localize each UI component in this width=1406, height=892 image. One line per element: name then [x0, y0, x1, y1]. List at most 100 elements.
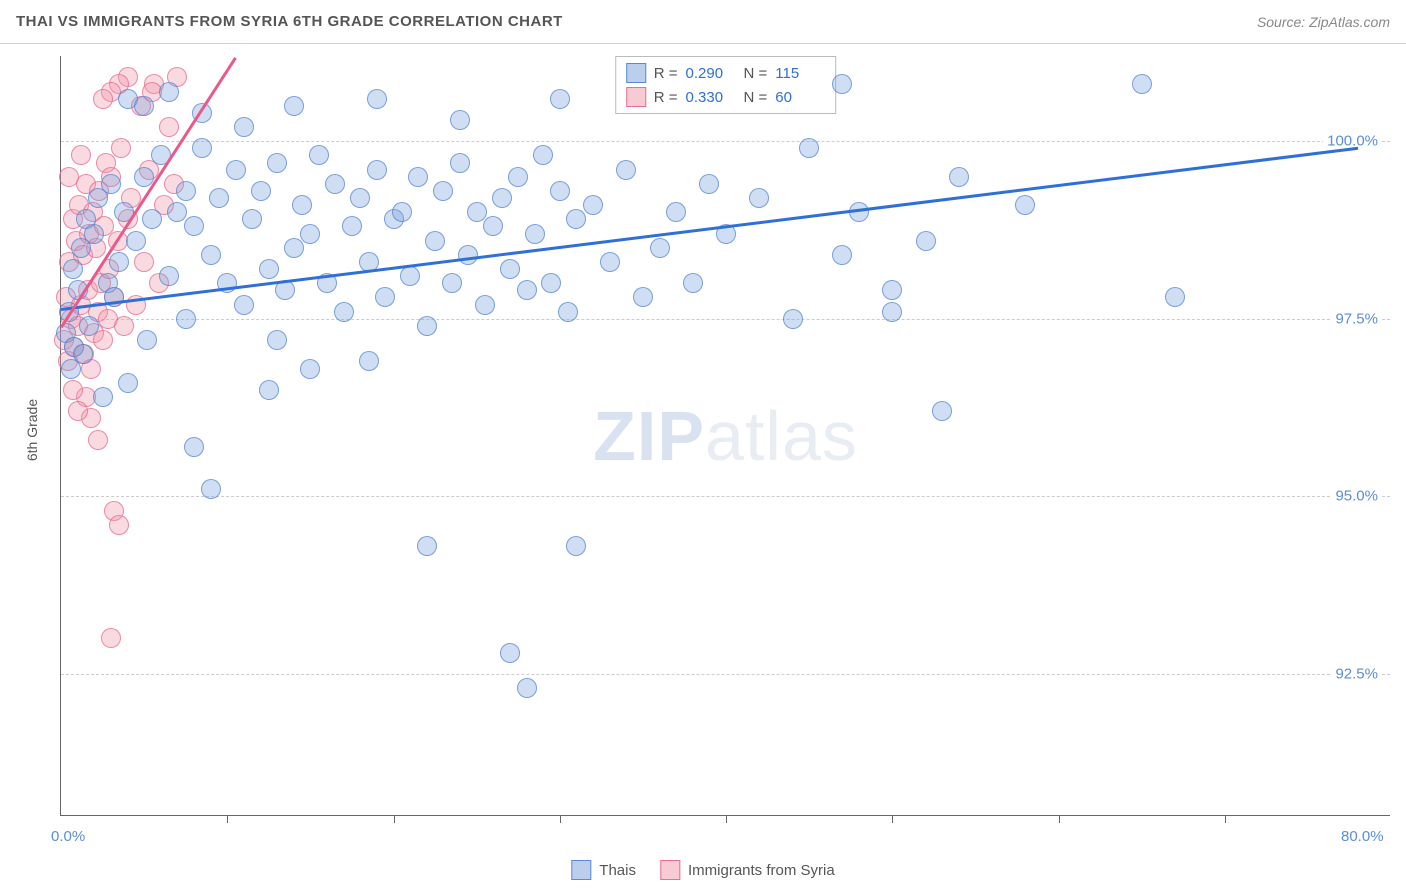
- gridline-h: [61, 319, 1390, 320]
- scatter-point-thai: [284, 96, 304, 116]
- scatter-point-thai: [633, 287, 653, 307]
- scatter-point-thai: [309, 145, 329, 165]
- n-label: N =: [744, 89, 768, 106]
- chart-source: Source: ZipAtlas.com: [1257, 14, 1390, 30]
- scatter-point-thai: [517, 678, 537, 698]
- scatter-point-syria: [63, 380, 83, 400]
- x-tick-label: 0.0%: [51, 828, 85, 845]
- correlation-legend: R = 0.290 N = 115 R = 0.330 N = 60: [615, 56, 837, 114]
- scatter-point-thai: [467, 202, 487, 222]
- gridline-h: [61, 496, 1390, 497]
- scatter-point-thai: [558, 302, 578, 322]
- scatter-point-syria: [101, 628, 121, 648]
- scatter-point-thai: [201, 479, 221, 499]
- scatter-point-thai: [525, 224, 545, 244]
- scatter-point-thai: [500, 643, 520, 663]
- scatter-point-thai: [259, 380, 279, 400]
- scatter-point-thai: [137, 330, 157, 350]
- scatter-point-thai: [425, 231, 445, 251]
- scatter-point-thai: [749, 188, 769, 208]
- scatter-point-thai: [932, 401, 952, 421]
- scatter-point-thai: [176, 309, 196, 329]
- scatter-point-thai: [79, 316, 99, 336]
- x-tick: [1059, 815, 1060, 823]
- scatter-point-thai: [492, 188, 512, 208]
- scatter-point-thai: [442, 273, 462, 293]
- watermark: ZIPatlas: [593, 396, 858, 476]
- scatter-point-thai: [882, 302, 902, 322]
- scatter-point-thai: [259, 259, 279, 279]
- scatter-point-thai: [234, 117, 254, 137]
- r-value: 0.290: [686, 65, 736, 82]
- scatter-point-thai: [417, 316, 437, 336]
- legend-item-blue: Thais: [571, 860, 636, 880]
- gridline-h: [61, 141, 1390, 142]
- r-label: R =: [654, 65, 678, 82]
- series-legend: Thais Immigrants from Syria: [571, 860, 834, 880]
- n-label: N =: [744, 65, 768, 82]
- r-value: 0.330: [686, 89, 736, 106]
- scatter-point-thai: [126, 231, 146, 251]
- scatter-point-thai: [600, 252, 620, 272]
- scatter-point-thai: [251, 181, 271, 201]
- scatter-point-thai: [392, 202, 412, 222]
- chart-header: THAI VS IMMIGRANTS FROM SYRIA 6TH GRADE …: [0, 0, 1406, 44]
- scatter-point-thai: [650, 238, 670, 258]
- scatter-point-thai: [109, 252, 129, 272]
- scatter-point-thai: [142, 209, 162, 229]
- scatter-point-thai: [849, 202, 869, 222]
- scatter-point-thai: [475, 295, 495, 315]
- stat-legend-row: R = 0.330 N = 60: [626, 85, 826, 109]
- scatter-point-thai: [450, 110, 470, 130]
- n-value: 115: [775, 65, 825, 82]
- scatter-point-thai: [367, 160, 387, 180]
- scatter-point-thai: [325, 174, 345, 194]
- scatter-point-syria: [114, 316, 134, 336]
- stat-legend-row: R = 0.290 N = 115: [626, 61, 826, 85]
- scatter-point-thai: [267, 153, 287, 173]
- scatter-point-syria: [88, 430, 108, 450]
- chart-title: THAI VS IMMIGRANTS FROM SYRIA 6TH GRADE …: [16, 13, 563, 30]
- scatter-point-thai: [949, 167, 969, 187]
- x-tick: [394, 815, 395, 823]
- scatter-point-thai: [400, 266, 420, 286]
- scatter-point-thai: [375, 287, 395, 307]
- pink-swatch-icon: [660, 860, 680, 880]
- scatter-point-thai: [882, 280, 902, 300]
- scatter-point-thai: [699, 174, 719, 194]
- scatter-point-thai: [508, 167, 528, 187]
- scatter-point-thai: [184, 216, 204, 236]
- legend-label: Immigrants from Syria: [688, 862, 835, 879]
- gridline-h: [61, 674, 1390, 675]
- scatter-point-thai: [118, 373, 138, 393]
- scatter-point-thai: [184, 437, 204, 457]
- legend-label: Thais: [599, 862, 636, 879]
- scatter-point-syria: [71, 145, 91, 165]
- y-tick-label: 97.5%: [1331, 310, 1382, 327]
- scatter-point-thai: [134, 96, 154, 116]
- scatter-point-thai: [541, 273, 561, 293]
- x-tick: [227, 815, 228, 823]
- scatter-point-thai: [159, 266, 179, 286]
- scatter-point-thai: [73, 344, 93, 364]
- scatter-point-thai: [176, 181, 196, 201]
- scatter-point-thai: [209, 188, 229, 208]
- scatter-point-syria: [68, 401, 88, 421]
- scatter-plot-area: ZIPatlas R =0.290N =115R =0.330N =60 92.…: [60, 56, 1390, 816]
- scatter-point-thai: [483, 216, 503, 236]
- scatter-point-thai: [417, 536, 437, 556]
- scatter-point-thai: [159, 82, 179, 102]
- x-tick: [560, 815, 561, 823]
- scatter-point-thai: [292, 195, 312, 215]
- scatter-point-thai: [234, 295, 254, 315]
- scatter-point-thai: [334, 302, 354, 322]
- scatter-point-syria: [59, 167, 79, 187]
- scatter-point-thai: [517, 280, 537, 300]
- scatter-point-thai: [300, 224, 320, 244]
- r-label: R =: [654, 89, 678, 106]
- scatter-point-thai: [550, 181, 570, 201]
- n-value: 60: [775, 89, 825, 106]
- scatter-point-thai: [408, 167, 428, 187]
- scatter-point-thai: [93, 387, 113, 407]
- scatter-point-thai: [1015, 195, 1035, 215]
